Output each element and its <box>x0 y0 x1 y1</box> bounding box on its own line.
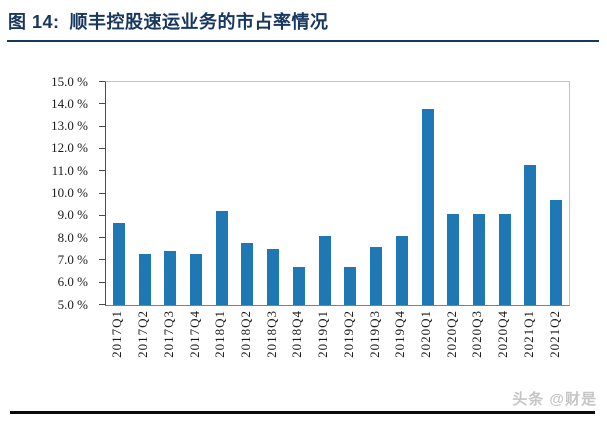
bar-2020Q1 <box>421 108 434 305</box>
x-axis-tick-label: 2020Q4 <box>495 310 511 358</box>
figure-number: 图 14: <box>8 12 60 32</box>
x-axis-tick-label: 2018Q3 <box>263 310 279 358</box>
bar-2020Q4 <box>498 213 511 305</box>
y-axis-tick <box>99 281 105 283</box>
x-axis-tick-label: 2018Q4 <box>289 310 305 358</box>
y-axis-tick <box>99 125 105 127</box>
x-axis-tick-label: 2019Q4 <box>392 310 408 358</box>
y-axis-tick <box>99 237 105 239</box>
y-axis-tick-label: 12.0 % <box>51 140 88 156</box>
title-underline <box>7 40 599 42</box>
bar-2017Q2 <box>138 253 151 305</box>
y-axis-tick <box>99 81 105 82</box>
y-axis-tick-label: 14.0 % <box>51 95 88 111</box>
bar-2018Q4 <box>292 267 305 305</box>
y-axis-tick-label: 11.0 % <box>51 162 88 178</box>
x-axis-tick-label: 2017Q2 <box>135 310 151 358</box>
x-axis-tick-label: 2019Q3 <box>366 310 382 358</box>
y-axis-tick-label: 7.0 % <box>57 251 88 267</box>
bar-2017Q4 <box>190 253 203 305</box>
figure-title-text: 顺丰控股速运业务的市占率情况 <box>69 12 329 32</box>
bar-2020Q2 <box>447 213 460 305</box>
y-axis-tick <box>99 147 105 149</box>
y-axis-tick <box>99 192 105 194</box>
y-axis-tick <box>99 214 105 216</box>
watermark: 头条 @财是 <box>512 391 597 408</box>
y-axis-tick-label: 8.0 % <box>57 229 88 245</box>
bar-2017Q3 <box>164 251 177 305</box>
y-axis-tick-label: 6.0 % <box>57 274 88 290</box>
x-axis-tick-label: 2018Q1 <box>212 310 228 358</box>
bar-2021Q1 <box>524 164 537 305</box>
x-axis-tick-label: 2017Q1 <box>109 310 125 358</box>
x-axis-tick-label: 2020Q2 <box>443 310 459 358</box>
figure-title: 图 14: 顺丰控股速运业务的市占率情况 <box>8 8 329 34</box>
x-axis-tick-label: 2021Q1 <box>520 310 536 358</box>
x-axis-tick-label: 2021Q2 <box>546 310 562 358</box>
x-axis-tick-label: 2020Q3 <box>469 310 485 358</box>
bar-2019Q3 <box>370 247 383 305</box>
bar-chart-plot-area <box>105 81 570 306</box>
bottom-border-line <box>10 411 595 414</box>
bar-2018Q1 <box>215 211 228 305</box>
x-axis-tick-label: 2017Q4 <box>186 310 202 358</box>
y-axis-tick-label: 15.0 % <box>51 73 88 89</box>
bar-2019Q4 <box>395 235 408 305</box>
y-axis-tick <box>99 103 105 105</box>
x-axis-tick-label: 2019Q2 <box>340 310 356 358</box>
bar-2017Q1 <box>112 222 125 305</box>
y-axis-tick-label: 13.0 % <box>51 118 88 134</box>
bar-2021Q2 <box>550 200 563 305</box>
x-axis-tick-label: 2020Q1 <box>418 310 434 358</box>
y-axis-tick <box>99 304 105 305</box>
y-axis-tick <box>99 170 105 172</box>
y-axis-tick-label: 5.0 % <box>57 296 88 312</box>
bar-2020Q3 <box>472 213 485 305</box>
bar-2018Q3 <box>267 249 280 305</box>
bar-2018Q2 <box>241 242 254 305</box>
bar-2019Q2 <box>344 267 357 305</box>
y-axis-tick <box>99 259 105 261</box>
x-axis-tick-label: 2018Q2 <box>237 310 253 358</box>
x-axis-tick-label: 2017Q3 <box>160 310 176 358</box>
x-axis-tick-label: 2019Q1 <box>315 310 331 358</box>
y-axis-tick-label: 9.0 % <box>57 207 88 223</box>
bar-2019Q1 <box>318 235 331 305</box>
y-axis-tick-label: 10.0 % <box>51 185 88 200</box>
